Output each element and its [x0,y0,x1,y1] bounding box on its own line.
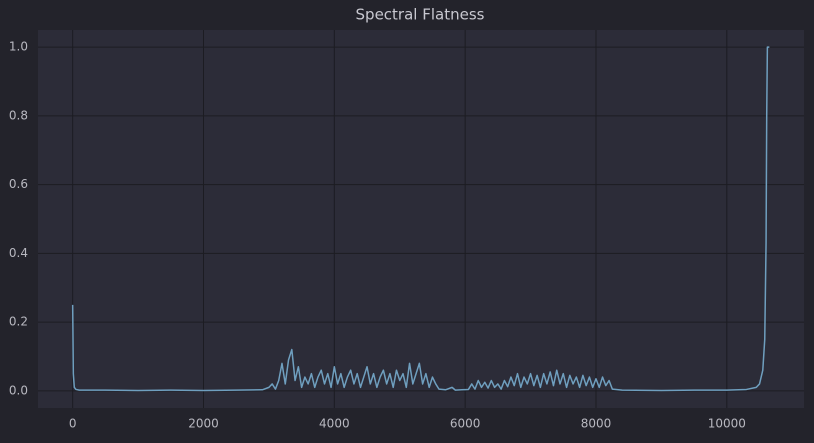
x-tick-label: 4000 [319,417,350,431]
x-tick-label: 2000 [188,417,219,431]
y-tick-label: 0.6 [9,177,28,191]
x-tick-label: 6000 [450,417,481,431]
chart-title: Spectral Flatness [356,6,485,24]
x-tick-label: 10000 [708,417,746,431]
y-tick-label: 0.2 [9,315,28,329]
y-tick-label: 0.0 [9,383,28,397]
data-line [71,46,770,392]
y-tick-label: 0.4 [9,246,28,260]
plot-area [38,30,804,408]
y-tick-label: 1.0 [9,40,28,54]
y-tick-label: 0.8 [9,108,28,122]
x-tick-label: 8000 [581,417,612,431]
x-tick-label: 0 [69,417,77,431]
